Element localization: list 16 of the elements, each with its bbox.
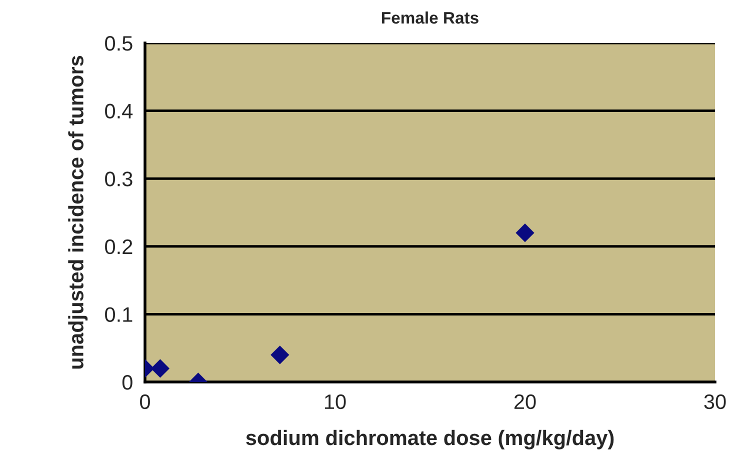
x-tick-label: 20: [514, 394, 536, 410]
x-tick-label: 0: [140, 394, 150, 410]
y-tick-label: 0.5: [105, 36, 132, 51]
point: [150, 359, 170, 378]
y-tick-label: 0.4: [105, 104, 133, 119]
chart-title: Female Rats: [382, 11, 478, 24]
y-tick-label: 0.3: [105, 172, 132, 186]
y-axis-title: unadjusted incidence of tumors: [68, 56, 88, 369]
point: [516, 224, 534, 242]
y-tick-label: 0.2: [105, 239, 132, 254]
y-tick-label: 0: [122, 375, 132, 390]
x-tick-label: 10: [325, 394, 346, 410]
y-tick-label: 0.1: [105, 307, 132, 322]
point: [270, 346, 290, 364]
x-tick-label: 30: [704, 394, 726, 410]
x-axis-title: sodium dichromate dose (mg/kg/day): [246, 430, 614, 450]
